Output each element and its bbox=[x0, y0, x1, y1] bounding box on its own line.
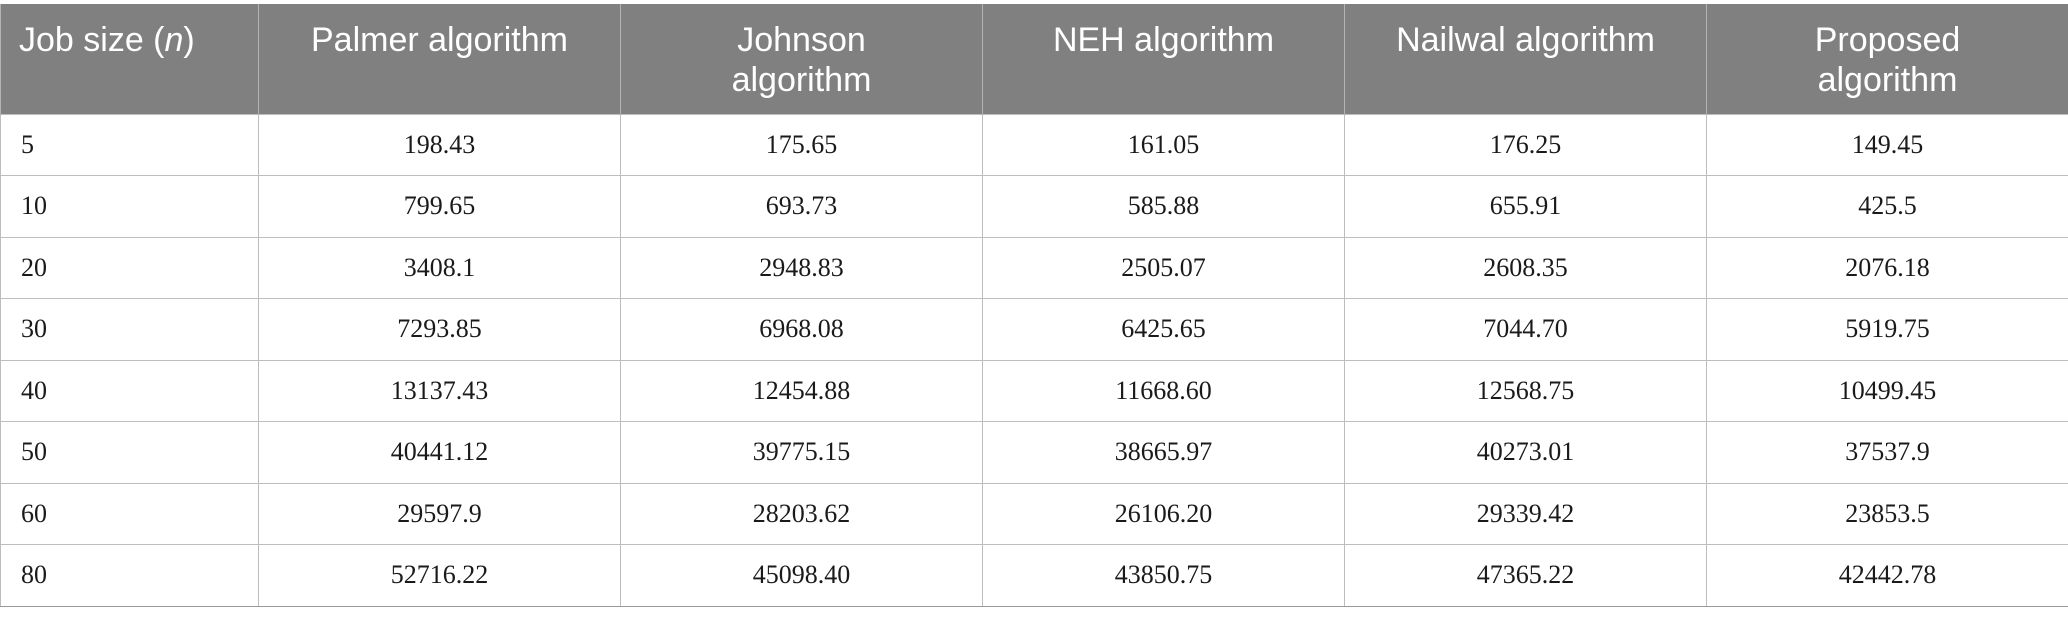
cell-johnson: 2948.83 bbox=[620, 236, 983, 299]
cell-johnson: 45098.40 bbox=[620, 544, 983, 607]
cell-neh: 11668.60 bbox=[982, 359, 1345, 422]
table-row: 50 40441.12 39775.15 38665.97 40273.01 3… bbox=[0, 421, 2068, 484]
cell-nailwal: 655.91 bbox=[1344, 175, 1707, 238]
cell-neh: 161.05 bbox=[982, 113, 1345, 176]
header-nailwal: Nailwal algorithm bbox=[1344, 4, 1707, 114]
cell-job-size: 60 bbox=[0, 482, 259, 545]
cell-proposed: 42442.78 bbox=[1706, 544, 2068, 607]
cell-job-size: 50 bbox=[0, 421, 259, 484]
cell-johnson: 12454.88 bbox=[620, 359, 983, 422]
header-proposed: Proposed algorithm bbox=[1706, 4, 2068, 114]
cell-johnson: 175.65 bbox=[620, 113, 983, 176]
cell-johnson: 28203.62 bbox=[620, 482, 983, 545]
cell-palmer: 40441.12 bbox=[258, 421, 621, 484]
cell-palmer: 198.43 bbox=[258, 113, 621, 176]
cell-nailwal: 2608.35 bbox=[1344, 236, 1707, 299]
cell-proposed: 5919.75 bbox=[1706, 298, 2068, 361]
table-row: 10 799.65 693.73 585.88 655.91 425.5 bbox=[0, 175, 2068, 238]
cell-neh: 2505.07 bbox=[982, 236, 1345, 299]
cell-job-size: 5 bbox=[0, 113, 259, 176]
cell-neh: 43850.75 bbox=[982, 544, 1345, 607]
header-row: Job size (n) Palmer algorithm Johnson alg… bbox=[0, 4, 2068, 114]
table-header: Job size (n) Palmer algorithm Johnson alg… bbox=[0, 4, 2068, 114]
header-neh: NEH algorithm bbox=[982, 4, 1345, 114]
cell-nailwal: 7044.70 bbox=[1344, 298, 1707, 361]
cell-palmer: 52716.22 bbox=[258, 544, 621, 607]
cell-nailwal: 176.25 bbox=[1344, 113, 1707, 176]
cell-proposed: 425.5 bbox=[1706, 175, 2068, 238]
cell-job-size: 30 bbox=[0, 298, 259, 361]
cell-proposed: 37537.9 bbox=[1706, 421, 2068, 484]
cell-job-size: 80 bbox=[0, 544, 259, 607]
cell-neh: 585.88 bbox=[982, 175, 1345, 238]
table-row: 80 52716.22 45098.40 43850.75 47365.22 4… bbox=[0, 544, 2068, 607]
header-job-size: Job size (n) bbox=[0, 4, 259, 114]
table-row: 30 7293.85 6968.08 6425.65 7044.70 5919.… bbox=[0, 298, 2068, 361]
cell-job-size: 20 bbox=[0, 236, 259, 299]
table-row: 60 29597.9 28203.62 26106.20 29339.42 23… bbox=[0, 482, 2068, 545]
table-row: 5 198.43 175.65 161.05 176.25 149.45 bbox=[0, 113, 2068, 176]
cell-neh: 26106.20 bbox=[982, 482, 1345, 545]
cell-proposed: 23853.5 bbox=[1706, 482, 2068, 545]
cell-job-size: 10 bbox=[0, 175, 259, 238]
cell-palmer: 13137.43 bbox=[258, 359, 621, 422]
cell-johnson: 6968.08 bbox=[620, 298, 983, 361]
cell-johnson: 39775.15 bbox=[620, 421, 983, 484]
table-row: 20 3408.1 2948.83 2505.07 2608.35 2076.1… bbox=[0, 236, 2068, 299]
cell-palmer: 29597.9 bbox=[258, 482, 621, 545]
header-johnson: Johnson algorithm bbox=[620, 4, 983, 114]
table-body: 5 198.43 175.65 161.05 176.25 149.45 10 … bbox=[0, 113, 2068, 607]
cell-nailwal: 40273.01 bbox=[1344, 421, 1707, 484]
cell-palmer: 3408.1 bbox=[258, 236, 621, 299]
cell-neh: 38665.97 bbox=[982, 421, 1345, 484]
cell-proposed: 10499.45 bbox=[1706, 359, 2068, 422]
cell-johnson: 693.73 bbox=[620, 175, 983, 238]
results-table: Job size (n) Palmer algorithm Johnson alg… bbox=[0, 4, 2068, 607]
cell-job-size: 40 bbox=[0, 359, 259, 422]
cell-nailwal: 12568.75 bbox=[1344, 359, 1707, 422]
cell-proposed: 149.45 bbox=[1706, 113, 2068, 176]
cell-palmer: 7293.85 bbox=[258, 298, 621, 361]
cell-neh: 6425.65 bbox=[982, 298, 1345, 361]
cell-nailwal: 29339.42 bbox=[1344, 482, 1707, 545]
cell-proposed: 2076.18 bbox=[1706, 236, 2068, 299]
header-palmer: Palmer algorithm bbox=[258, 4, 621, 114]
cell-nailwal: 47365.22 bbox=[1344, 544, 1707, 607]
table-row: 40 13137.43 12454.88 11668.60 12568.75 1… bbox=[0, 359, 2068, 422]
cell-palmer: 799.65 bbox=[258, 175, 621, 238]
